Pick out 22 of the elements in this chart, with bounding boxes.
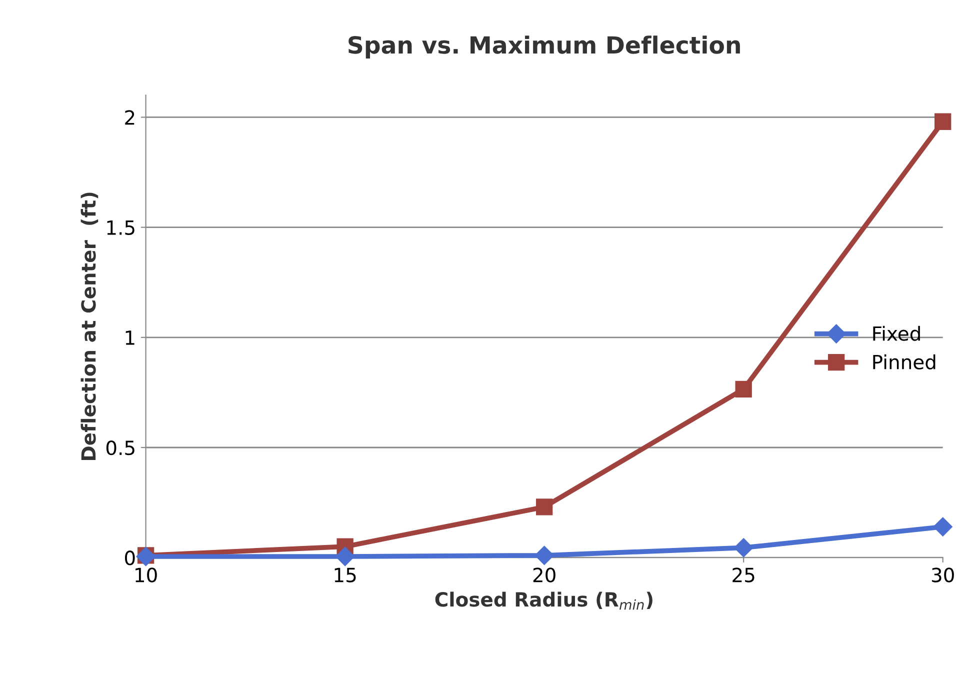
- legend-label: Fixed: [873, 326, 920, 341]
- x-tick-label: 10: [136, 568, 157, 582]
- x-tick-label: 30: [932, 568, 954, 582]
- y-tick-label: 0: [124, 550, 135, 566]
- y-axis-title: Deflection at Center (ft): [80, 192, 98, 460]
- point: [336, 546, 355, 566]
- point: [934, 113, 952, 130]
- chart-title: Span vs. Maximum Deflection: [348, 36, 740, 58]
- x-tick-label: 25: [732, 568, 754, 582]
- y-tick-label: 1: [126, 330, 134, 345]
- x-axis-title: Closed Radius (R$_{min}$): [435, 592, 652, 610]
- point: [734, 538, 754, 558]
- point: [735, 380, 752, 398]
- x-tick-label: 20: [533, 568, 556, 582]
- point: [536, 498, 553, 516]
- y-tick-label: 0.5: [106, 440, 134, 456]
- y-tick-label: 2: [125, 110, 134, 125]
- legend-label: Pinned: [873, 354, 936, 370]
- point: [933, 517, 952, 536]
- y-tick-label: 1.5: [107, 220, 134, 235]
- x-tick-label: 15: [334, 568, 356, 582]
- point: [534, 546, 554, 565]
